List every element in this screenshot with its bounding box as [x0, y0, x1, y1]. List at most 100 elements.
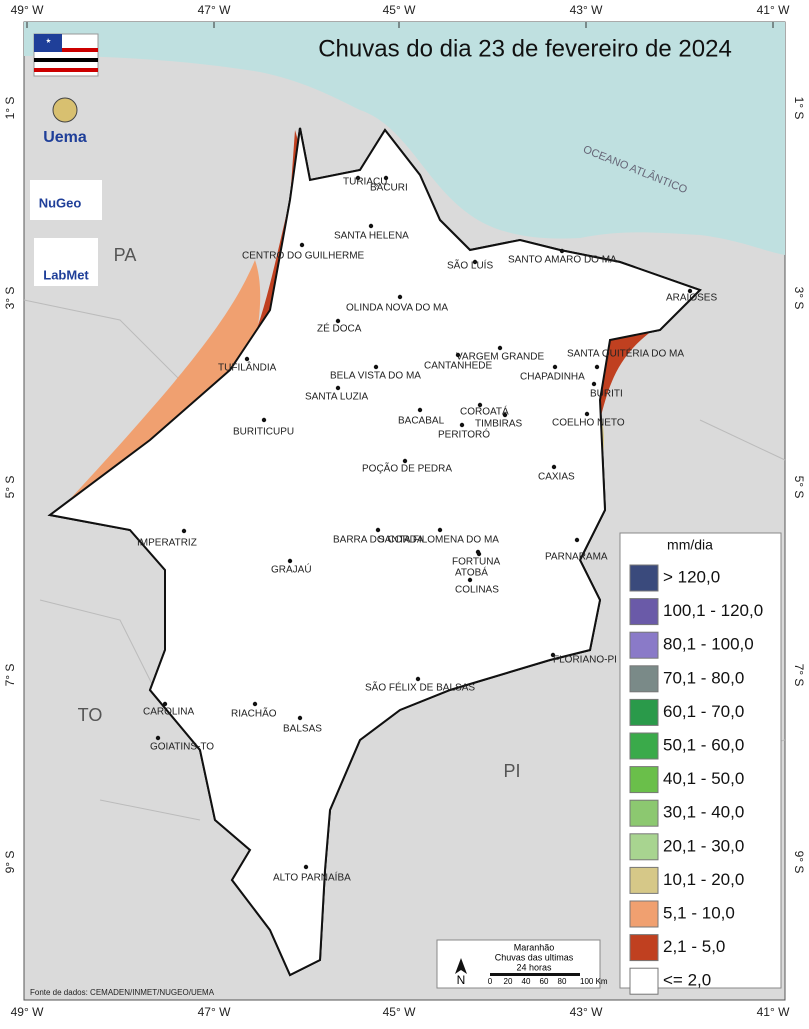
uema-seal [52, 97, 78, 123]
ocean [24, 22, 785, 255]
lat-label: 3° S [792, 287, 806, 310]
city-label: SÃO LUÍS [447, 259, 493, 272]
city-label: TURIAÇU [343, 177, 387, 188]
logo-box [34, 238, 98, 286]
city-dot [261, 417, 267, 423]
city-dot [244, 356, 250, 362]
scale-box: Maranhão Chuvas das ultimas 24 horas N 0… [436, 939, 608, 989]
city-label: BARRA DO CORDA [333, 535, 424, 546]
lon-label: 41° W [757, 1005, 790, 1019]
city-label: BURITICUPU [233, 427, 294, 438]
title: Chuvas do dia 23 de fevereiro de 2024 [318, 35, 732, 62]
lon-label: 49° W [11, 3, 44, 17]
flag [33, 33, 99, 77]
legend-swatch [629, 799, 659, 827]
city-dot [287, 558, 293, 564]
logo-box [30, 180, 102, 220]
legend-swatch [629, 564, 659, 592]
city-label: ZÉ DOCA [317, 322, 362, 335]
scale-text: 24 horas [516, 962, 552, 972]
lon-label: 47° W [198, 1005, 231, 1019]
city-dot [552, 364, 558, 370]
city-label: SANTA QUITÉRIA DO MA [567, 347, 684, 360]
legend-swatch [629, 665, 659, 693]
city-label: CENTRO DO GUILHERME [242, 251, 365, 262]
city-dot [467, 577, 473, 583]
lat-label: 5° S [3, 476, 17, 499]
city-label: OLINDA NOVA DO MA [346, 303, 448, 314]
city-dot [559, 248, 565, 254]
city-dot [591, 381, 597, 387]
legend: mm/dia > 120,0 100,1 - 120,0 80,1 - 100,0 7… [619, 532, 782, 995]
city-label: BACABAL [398, 416, 445, 427]
city-dot [355, 175, 361, 181]
legend-swatch [629, 698, 659, 726]
city-label: BACURI [370, 183, 408, 194]
city-label: FLORIANO-PI [553, 655, 617, 666]
city-dot [459, 422, 465, 428]
scale-tick-label: 0 [488, 977, 493, 986]
city-dot [584, 411, 590, 417]
city-dot [415, 676, 421, 682]
state-label: PA [114, 245, 137, 265]
city-dot [551, 464, 557, 470]
scale-text: Maranhão [514, 942, 555, 952]
city-dot [477, 402, 483, 408]
city-dot [155, 735, 161, 741]
city-label: BURITI [590, 389, 623, 400]
legend-label: 70,1 - 80,0 [663, 668, 744, 687]
city-label: SANTA FILOMENA DO MA [378, 535, 499, 546]
legend-label: 20,1 - 30,0 [663, 836, 744, 855]
legend-label: 2,1 - 5,0 [663, 937, 725, 956]
city-dot [335, 318, 341, 324]
state-label: PI [503, 761, 520, 781]
lat-label: 1° S [3, 97, 17, 120]
legend-label: 50,1 - 60,0 [663, 735, 744, 754]
city-label: CANTANHEDE [424, 361, 492, 372]
north-label: N [457, 973, 466, 987]
city-label: BALSAS [283, 724, 322, 735]
state-label: TO [78, 705, 103, 725]
legend-swatch [629, 766, 659, 794]
city-dot [687, 288, 693, 294]
city-label: SANTO AMARO DO MA [508, 255, 617, 266]
legend-label: 10,1 - 20,0 [663, 870, 744, 889]
city-dot [303, 864, 309, 870]
city-label: ATOBÁ [455, 566, 488, 579]
city-label: CHAPADINHA [520, 372, 585, 383]
city-dot [437, 527, 443, 533]
city-label: BELA VISTA DO MA [330, 371, 421, 382]
legend-swatch [629, 934, 659, 962]
lat-label: 1° S [792, 97, 806, 120]
legend-swatch [629, 866, 659, 894]
north-arrow [455, 958, 467, 974]
city-label: COROATÁ [460, 405, 509, 418]
city-dot [476, 551, 482, 557]
legend-swatch [629, 967, 659, 995]
city-label: SANTA LUZIA [305, 392, 368, 403]
city-label: SÃO FÉLIX DE BALSAS [365, 681, 475, 694]
city-label: SANTA HELENA [334, 231, 409, 242]
city-label: ALTO PARNAÍBA [273, 871, 351, 884]
lon-label: 45° W [383, 1005, 416, 1019]
city-label: FORTUNA [452, 557, 500, 568]
city-label: CAXIAS [538, 472, 575, 483]
legend-swatch [629, 732, 659, 760]
city-dot [497, 345, 503, 351]
city-dot [252, 701, 258, 707]
city-dot [574, 537, 580, 543]
city-dot [181, 528, 187, 534]
logo-text: NuGeo [39, 195, 82, 210]
city-dot [594, 364, 600, 370]
legend-label: <= 2,0 [663, 971, 711, 990]
city-label: GOIATINS-TO [150, 742, 214, 753]
city-label: TIMBIRAS [475, 419, 523, 430]
city-dot [397, 294, 403, 300]
legend-items: > 120,0 100,1 - 120,0 80,1 - 100,0 70,1 - 8… [629, 564, 763, 995]
lon-label: 41° W [757, 3, 790, 17]
city-dot [335, 385, 341, 391]
scale-frame [436, 939, 601, 989]
city-label: PERITORÓ [438, 428, 490, 441]
legend-swatch [629, 833, 659, 861]
scale-tick-label: 40 [522, 977, 531, 986]
